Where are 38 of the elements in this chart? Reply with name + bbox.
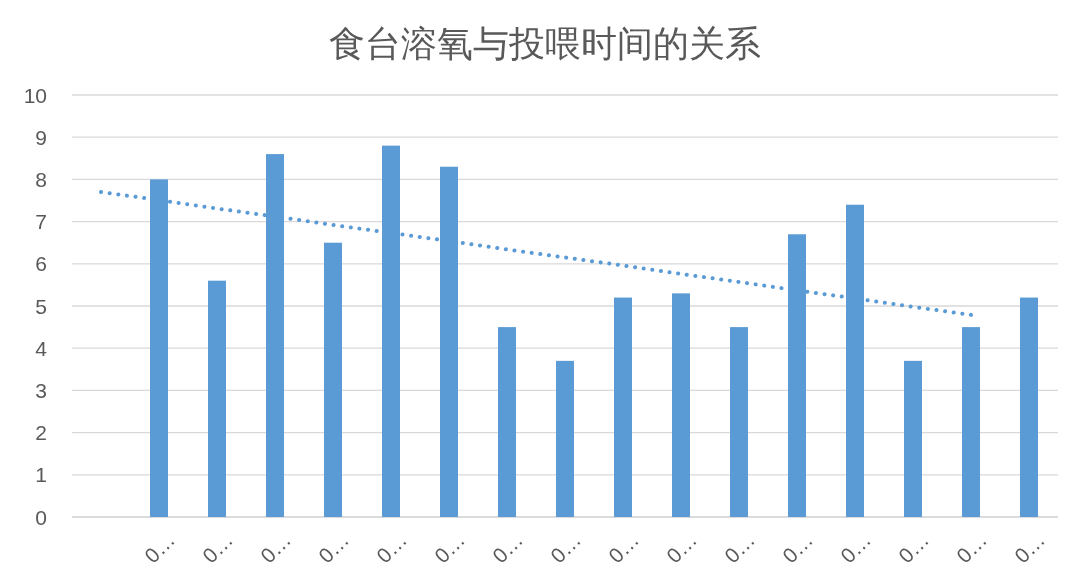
- bar: [962, 327, 980, 517]
- x-tick-label: 0…: [371, 527, 412, 568]
- x-tick-label: 0…: [139, 527, 180, 568]
- y-tick-label: 4: [35, 336, 48, 360]
- bar: [614, 297, 632, 517]
- x-tick-label: 0…: [197, 527, 238, 568]
- x-tick-label: 0…: [1009, 527, 1050, 568]
- y-tick-label: 10: [23, 83, 47, 107]
- bar: [498, 327, 516, 517]
- x-tick-label: 0…: [719, 527, 760, 568]
- bar: [904, 360, 922, 517]
- y-tick-label: 5: [35, 294, 47, 318]
- bar: [556, 360, 574, 517]
- y-tick-label: 3: [35, 378, 47, 402]
- x-tick-label: 0…: [835, 527, 876, 568]
- x-tick-label: 0…: [487, 527, 528, 568]
- x-tick-label: 0…: [951, 527, 992, 568]
- bar: [1020, 297, 1038, 517]
- x-tick-label: 0…: [313, 527, 354, 568]
- x-tick-label: 0…: [661, 527, 702, 568]
- x-tick-label: 0…: [429, 527, 470, 568]
- bar: [208, 280, 226, 517]
- y-tick-label: 1: [35, 463, 47, 487]
- x-tick-label: 0…: [603, 527, 644, 568]
- x-tick-label: 0…: [777, 527, 818, 568]
- y-tick-label: 8: [35, 167, 47, 191]
- x-tick-label: 0…: [545, 527, 586, 568]
- bar: [730, 327, 748, 517]
- chart-title: 食台溶氧与投喂时间的关系: [329, 23, 761, 64]
- y-tick-label: 0: [35, 505, 47, 529]
- y-tick-label: 9: [35, 125, 47, 149]
- y-tick-label: 2: [35, 421, 47, 445]
- y-tick-label: 6: [35, 252, 47, 276]
- x-tick-label: 0…: [893, 527, 934, 568]
- x-tick-label: 0…: [255, 527, 296, 568]
- y-tick-label: 7: [35, 210, 47, 234]
- bar: [324, 242, 342, 517]
- bar: [672, 293, 690, 517]
